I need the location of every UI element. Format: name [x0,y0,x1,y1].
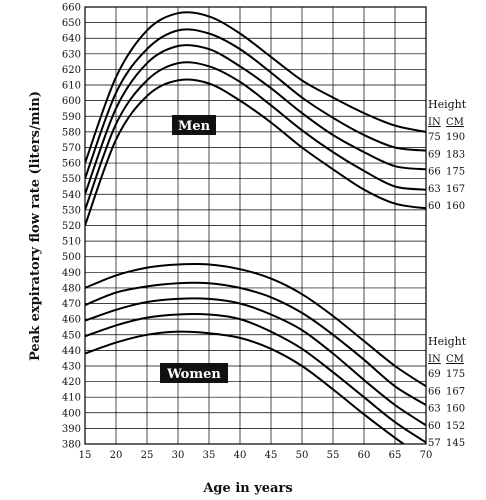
x-tick-labels: 15 20 25 30 35 40 45 50 55 60 65 70 [79,450,433,461]
y-tick-label: 450 [62,330,81,341]
legend-col-cm: CM [446,354,464,365]
y-tick-label: 430 [62,361,81,372]
series-line-men-60in [85,78,426,226]
y-tick-label: 390 [62,424,81,435]
legend-col-cm: CM [446,117,464,128]
legend-height-cm: 190 [446,132,465,143]
series-line-men-69in [85,28,426,180]
y-tick-label: 620 [62,65,81,76]
legend-height-in: 63 [428,404,441,415]
legend-height-in: 66 [428,386,441,397]
y-axis-title: Peak expiratory flow rate (liters/min) [28,91,43,361]
badge-men [172,115,216,135]
y-tick-label: 540 [62,190,81,201]
y-tick-label: 470 [62,299,81,310]
y-tick-label: 460 [62,315,81,326]
series-line-women-63in [85,297,426,427]
x-tick-label: 35 [203,450,216,461]
y-tick-label: 640 [62,34,81,45]
legend-height-cm: 160 [446,404,465,415]
y-tick-label: 440 [62,346,81,357]
legend-height-cm: 175 [446,369,465,380]
x-tick-label: 50 [296,450,309,461]
series-line-men-63in [85,61,426,211]
series-line-men-66in [85,44,426,195]
legend-height-in: 60 [428,201,441,212]
x-tick-label: 55 [327,450,340,461]
y-tick-labels: 380 390 400 410 420 430 440 450 460 470 480 490 500 5… [62,3,81,451]
x-tick-label: 30 [172,450,185,461]
legend-height-cm: 160 [446,201,465,212]
x-axis-title: Age in years [202,481,292,496]
y-tick-label: 570 [62,143,81,154]
y-tick-label: 400 [62,408,81,419]
y-tick-label: 480 [62,283,81,294]
y-tick-label: 590 [62,112,81,123]
y-tick-label: 420 [62,377,81,388]
legend-col-in: IN [428,117,441,128]
badge-women [160,363,228,383]
legend-height-cm: 167 [446,386,465,397]
legend-height-in: 69 [428,369,441,380]
legend-height-in: 66 [428,167,441,178]
y-tick-label: 600 [62,96,81,107]
x-tick-label: 15 [79,450,92,461]
legend-height-cm: 183 [446,149,465,160]
legend-height-cm: 152 [446,421,465,432]
series-line-men-75in [85,11,426,164]
x-tick-label: 65 [389,450,402,461]
y-tick-label: 510 [62,237,81,248]
legend-col-in: IN [428,354,441,365]
y-tick-label: 500 [62,252,81,263]
y-tick-label: 490 [62,268,81,279]
badge-label-women: Women [166,367,221,382]
group-badges: Men Women [160,115,228,383]
x-tick-label: 60 [358,450,371,461]
legend-title-women: Height [428,335,467,348]
plot-frame [84,6,427,445]
legend-height-in: 69 [428,149,441,160]
x-tick-label: 70 [420,450,433,461]
y-tick-label: 660 [62,3,81,14]
y-tick-label: 560 [62,159,81,170]
y-tick-label: 610 [62,81,81,92]
legend-height-in: 75 [428,132,441,143]
y-tick-label: 530 [62,205,81,216]
legend-height-in: 63 [428,184,441,195]
legend-height-in: 60 [428,421,441,432]
legend-height-cm: 167 [446,184,465,195]
x-tick-label: 20 [110,450,123,461]
x-tick-label: 25 [141,450,154,461]
series-line-women-60in [85,312,426,444]
series-lines [85,11,426,444]
badge-label-men: Men [178,119,211,134]
series-line-women-57in [85,330,406,444]
y-tick-label: 650 [62,18,81,29]
y-tick-label: 380 [62,440,81,451]
series-line-women-69in [85,263,426,388]
legend-height-cm: 175 [446,167,465,178]
height-legends: Height IN CM 75 190 69 183 66 175 63 167 60 160 Heigh… [428,98,467,449]
y-tick-label: 410 [62,393,81,404]
y-tick-label: 520 [62,221,81,232]
x-tick-label: 45 [265,450,278,461]
legend-height-in: 57 [428,438,441,449]
legend-title-men: Height [428,98,467,111]
y-tick-label: 630 [62,49,81,60]
series-line-women-66in [85,281,426,406]
x-tick-label: 40 [234,450,247,461]
grid-lines [84,6,427,445]
legend-height-cm: 145 [446,438,465,449]
y-tick-label: 580 [62,127,81,138]
y-tick-label: 550 [62,174,81,185]
